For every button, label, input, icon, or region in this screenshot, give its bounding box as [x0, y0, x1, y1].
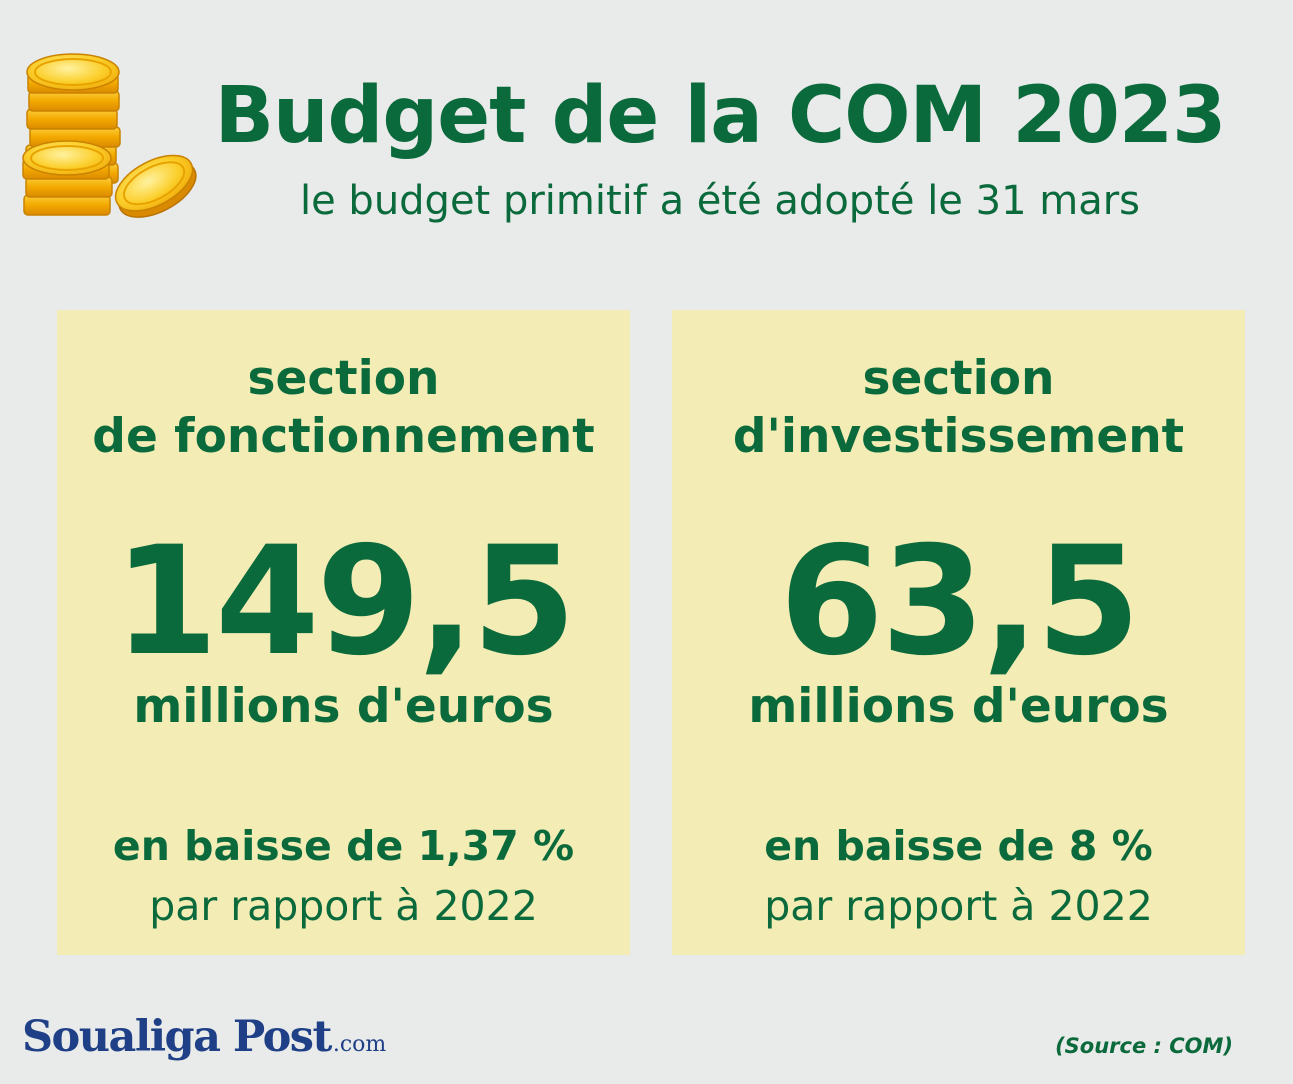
logo-suffix-text: .com	[332, 1032, 387, 1057]
card-value: 149,5	[113, 515, 576, 689]
card-compare: par rapport à 2022	[764, 882, 1153, 930]
soualiga-post-logo[interactable]: Soualiga Post.com	[22, 1012, 386, 1074]
card-change: en baisse de 8 %	[764, 822, 1153, 870]
card-title-line1: section	[247, 351, 440, 406]
coin-stack-icon	[22, 53, 197, 218]
card-operating-section: section de fonctionnement 149,5 millions…	[57, 310, 630, 955]
card-unit: millions d'euros	[748, 679, 1169, 734]
card-title: section de fonctionnement	[57, 350, 630, 466]
card-title-line2: de fonctionnement	[92, 409, 595, 464]
page-title: Budget de la COM 2023	[214, 71, 1227, 161]
logo-main-text: Soualiga Post	[22, 1012, 332, 1062]
card-value: 63,5	[779, 515, 1140, 689]
card-title: section d'investissement	[672, 350, 1245, 466]
card-investment-section: section d'investissement 63,5 millions d…	[672, 310, 1245, 955]
card-title-line1: section	[862, 351, 1055, 406]
card-title-line2: d'investissement	[732, 409, 1185, 464]
source-note: (Source : COM)	[1055, 1034, 1233, 1058]
page-subtitle: le budget primitif a été adopté le 31 ma…	[299, 178, 1141, 224]
card-compare: par rapport à 2022	[149, 882, 538, 930]
card-unit: millions d'euros	[133, 679, 554, 734]
card-change: en baisse de 1,37 %	[112, 822, 575, 870]
